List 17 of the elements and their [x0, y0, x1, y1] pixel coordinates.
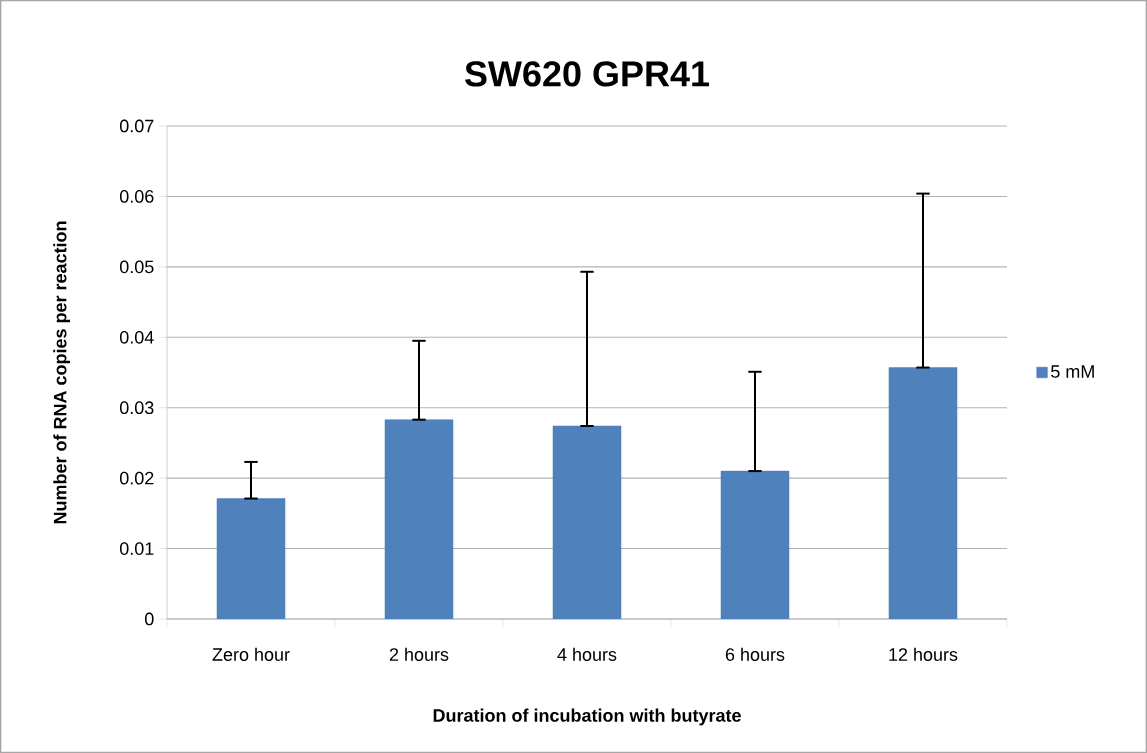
y-tick-label: 0.04	[119, 330, 154, 344]
x-axis-title: Duration of incubation with butyrate	[433, 708, 741, 726]
y-tick-label: 0	[144, 612, 154, 626]
chart-title: SW620 GPR41	[464, 61, 710, 87]
y-axis-title: Number of RNA copies per reaction	[53, 221, 71, 524]
x-tick-label: 6 hours	[725, 647, 785, 661]
legend-label: 5 mM	[1051, 365, 1094, 378]
x-tick-label: Zero hour	[212, 647, 290, 661]
x-tick-label: 4 hours	[557, 647, 617, 661]
y-tick-label: 0.05	[119, 260, 154, 274]
y-tick-label: 0.02	[119, 471, 154, 485]
y-tick-label: 0.06	[119, 190, 154, 203]
y-tick-label: 0.07	[119, 119, 154, 133]
x-tick-label: 12 hours	[889, 647, 958, 661]
y-tick-label: 0.01	[119, 542, 154, 555]
y-tick-label: 0.03	[119, 401, 154, 415]
x-tick-label: 2 hours	[389, 647, 449, 661]
